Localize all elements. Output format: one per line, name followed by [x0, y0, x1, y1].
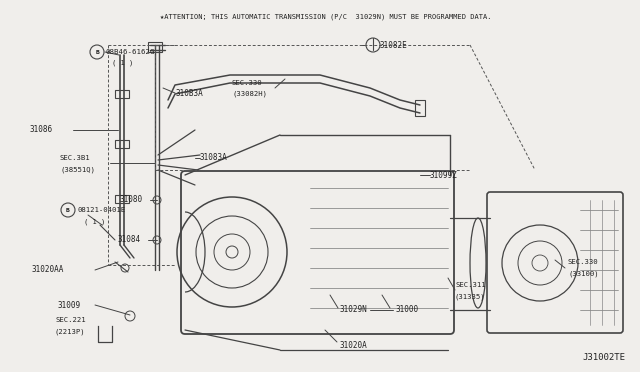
Bar — [148, 42, 162, 52]
Text: 08121-0401E: 08121-0401E — [78, 207, 126, 213]
Text: 31082E: 31082E — [380, 41, 408, 49]
Text: B: B — [95, 49, 99, 55]
Text: B: B — [66, 208, 70, 212]
Text: 31080: 31080 — [120, 196, 143, 205]
Text: 31020AA: 31020AA — [32, 266, 65, 275]
Text: 31000: 31000 — [395, 305, 418, 314]
Text: (38551Q): (38551Q) — [60, 167, 95, 173]
Text: 31099Z: 31099Z — [430, 170, 458, 180]
Text: 08B46-6162G: 08B46-6162G — [106, 49, 156, 55]
Text: 310B3A: 310B3A — [175, 89, 203, 97]
Text: SEC.330: SEC.330 — [232, 80, 262, 86]
Text: ★ATTENTION; THIS AUTOMATIC TRANSMISSION (P/C  31029N) MUST BE PROGRAMMED DATA.: ★ATTENTION; THIS AUTOMATIC TRANSMISSION … — [160, 14, 492, 20]
Text: 31009: 31009 — [58, 301, 81, 310]
Text: SEC.3B1: SEC.3B1 — [60, 155, 91, 161]
Text: (2213P): (2213P) — [55, 329, 86, 335]
Bar — [115, 195, 129, 203]
Text: 31020A: 31020A — [340, 340, 368, 350]
Bar — [415, 100, 425, 116]
Text: (31335): (31335) — [455, 294, 486, 300]
Text: 31083A: 31083A — [200, 154, 228, 163]
Text: (33100): (33100) — [568, 271, 598, 277]
Text: 31086: 31086 — [30, 125, 53, 135]
Text: SEC.221: SEC.221 — [55, 317, 86, 323]
Text: (33082H): (33082H) — [232, 91, 267, 97]
Text: 31084: 31084 — [118, 235, 141, 244]
Text: ( 1 ): ( 1 ) — [84, 219, 105, 225]
Text: SEC.330: SEC.330 — [568, 259, 598, 265]
Text: SEC.311: SEC.311 — [455, 282, 486, 288]
Text: 31029N: 31029N — [340, 305, 368, 314]
Bar — [115, 140, 129, 148]
Bar — [115, 90, 129, 98]
Text: J31002TE: J31002TE — [582, 353, 625, 362]
Text: ( 1 ): ( 1 ) — [112, 60, 133, 66]
